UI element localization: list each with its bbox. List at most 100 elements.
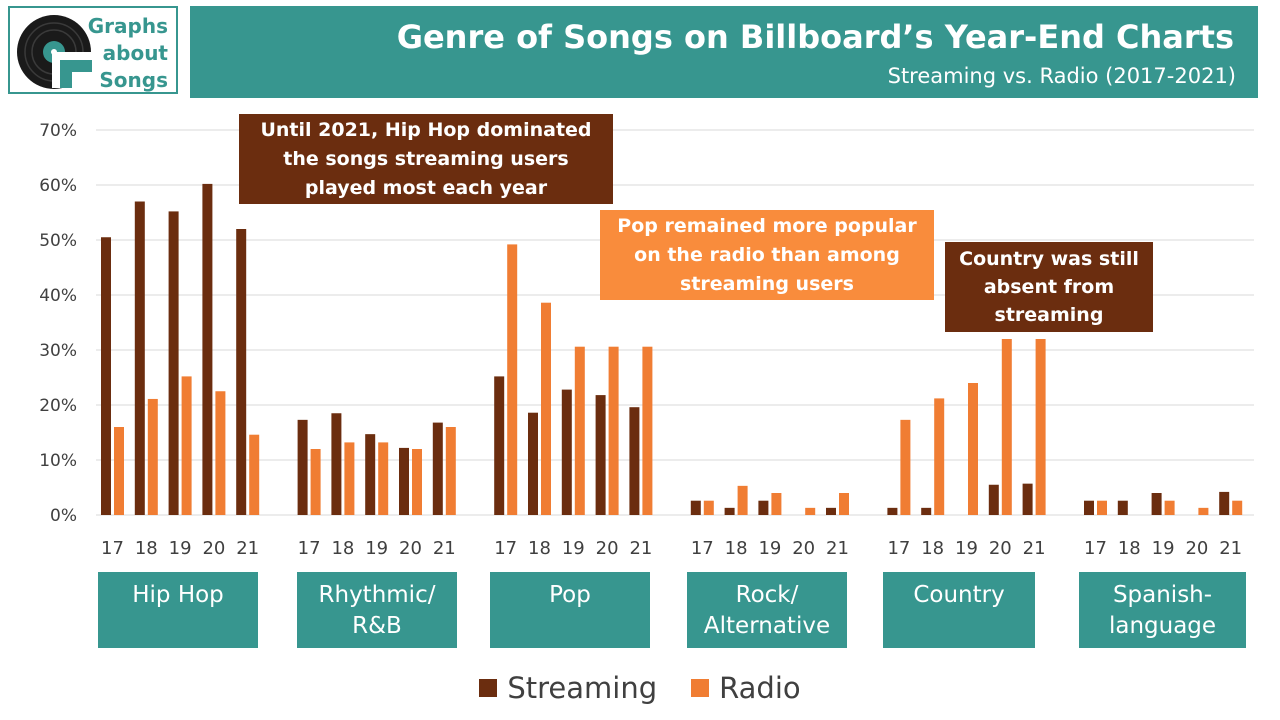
- bar-streaming: [561, 389, 572, 515]
- bar-radio: [968, 383, 978, 515]
- bar-streaming: [432, 422, 443, 515]
- annotation-line: streaming users: [680, 272, 854, 295]
- bar-streaming: [365, 434, 376, 515]
- genre-label-rnb: Rhythmic/ R&B: [297, 572, 457, 648]
- annotation-line: absent from: [983, 276, 1115, 298]
- x-tick-label: 19: [562, 538, 585, 559]
- bar-radio: [1232, 500, 1243, 515]
- bar-radio: [114, 427, 124, 515]
- bar-radio: [1198, 507, 1209, 515]
- legend-item-radio: Radio: [691, 671, 801, 705]
- bar-streaming: [1117, 500, 1128, 515]
- y-tick-label: 30%: [39, 341, 77, 361]
- y-tick-label: 50%: [39, 231, 77, 251]
- genre-label-line: Spanish-: [1112, 582, 1213, 608]
- bar-radio: [541, 302, 551, 515]
- genre-label-line: Hip Hop: [132, 582, 224, 608]
- bar-radio: [900, 419, 911, 515]
- bar-radio: [181, 376, 192, 515]
- genre-label-spanish: Spanish- language: [1079, 572, 1246, 648]
- bar-radio: [378, 442, 389, 515]
- bar-radio: [344, 442, 355, 515]
- annotation-line: the songs streaming users: [283, 147, 569, 170]
- bar-streaming: [595, 395, 606, 515]
- genre-label-line: Rhythmic/: [318, 582, 436, 608]
- bar-streaming: [134, 201, 145, 515]
- bar-streaming: [826, 507, 836, 515]
- genre-label-line: Alternative: [703, 613, 831, 639]
- genre-label-country: Country: [883, 572, 1035, 648]
- y-tick-label: 60%: [39, 176, 77, 196]
- genre-label-line: Country: [913, 582, 1005, 608]
- legend-item-streaming: Streaming: [479, 671, 657, 705]
- logo-line: Songs: [99, 68, 168, 92]
- genre-label-line: language: [1108, 613, 1217, 639]
- bar-radio: [839, 493, 849, 515]
- genre-label-line: R&B: [352, 613, 402, 639]
- x-tick-label: 20: [792, 538, 815, 559]
- bar-radio: [445, 427, 456, 515]
- logo-line: Graphs: [87, 14, 168, 38]
- genre-label-rock: Rock/ Alternative: [687, 572, 847, 648]
- y-tick-label: 40%: [39, 286, 77, 306]
- x-tick-label: 17: [887, 538, 910, 559]
- bar-streaming: [236, 229, 247, 515]
- logo: Graphs about Songs: [8, 6, 178, 94]
- bar-streaming: [101, 237, 111, 515]
- x-tick-label: 18: [331, 538, 354, 559]
- bar-radio: [1164, 500, 1175, 515]
- x-tick-label: 20: [989, 538, 1012, 559]
- x-tick-label: 17: [298, 538, 321, 559]
- x-tick-label: 19: [169, 538, 192, 559]
- bar-streaming: [202, 183, 213, 515]
- bar-streaming: [921, 507, 932, 515]
- bar-radio: [703, 500, 714, 515]
- bar-streaming: [399, 447, 409, 515]
- bar-streaming: [724, 507, 735, 515]
- legend-label: Radio: [719, 671, 801, 705]
- genre-label-hiphop: Hip Hop: [98, 572, 258, 648]
- bar-radio: [934, 398, 945, 515]
- genre-label-line: Rock/: [735, 582, 799, 608]
- legend-label: Streaming: [507, 671, 658, 705]
- genre-label-pop: Pop: [490, 572, 650, 648]
- legend-swatch-streaming: [479, 679, 498, 697]
- bar-radio: [1035, 339, 1046, 515]
- bar-streaming: [887, 507, 898, 515]
- x-tick-label: 20: [1185, 538, 1208, 559]
- legend-swatch-radio: [691, 679, 710, 697]
- x-tick-label: 19: [758, 538, 781, 559]
- y-tick-label: 70%: [39, 121, 77, 141]
- x-tick-label: 18: [921, 538, 944, 559]
- logo-line: about: [102, 41, 168, 65]
- bar-radio: [737, 485, 748, 515]
- bar-streaming: [690, 500, 701, 515]
- bar-radio: [608, 346, 619, 515]
- x-tick-label: 19: [955, 538, 978, 559]
- bar-streaming: [1151, 493, 1162, 515]
- bar-radio: [805, 507, 816, 515]
- annotation-line: Pop remained more popular: [617, 214, 917, 237]
- bar-streaming: [528, 412, 538, 515]
- x-tick-label: 18: [1118, 538, 1141, 559]
- annotation-line: Country was still: [959, 248, 1139, 270]
- header-banner: Genre of Songs on Billboard’s Year-End C…: [190, 6, 1258, 98]
- x-tick-label: 21: [1219, 538, 1242, 559]
- x-tick-label: 19: [365, 538, 388, 559]
- x-tick-label: 21: [236, 538, 259, 559]
- x-tick-label: 19: [1152, 538, 1175, 559]
- bar-streaming: [629, 407, 640, 515]
- annotation-hiphop: Until 2021, Hip Hop dominated the songs …: [239, 114, 613, 204]
- bar-streaming: [1219, 491, 1230, 515]
- y-tick-label: 10%: [39, 451, 77, 471]
- bar-streaming: [988, 484, 999, 515]
- chart-subtitle: Streaming vs. Radio (2017-2021): [887, 64, 1236, 88]
- bar-streaming: [331, 413, 342, 515]
- bar-radio: [1001, 339, 1012, 515]
- bar-streaming: [168, 211, 179, 515]
- bar-radio: [642, 346, 653, 515]
- x-tick-label: 21: [433, 538, 456, 559]
- bar-streaming: [297, 419, 308, 515]
- x-tick-label: 17: [691, 538, 714, 559]
